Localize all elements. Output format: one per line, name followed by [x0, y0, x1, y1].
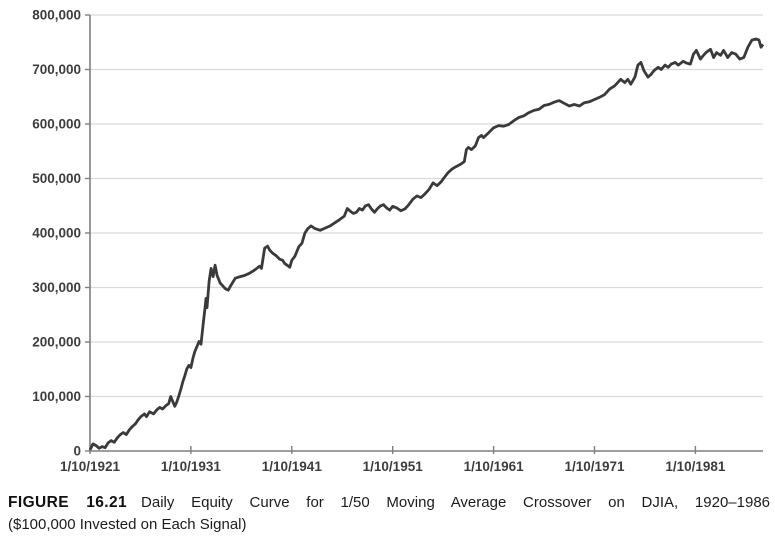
x-axis-label: 1/10/1981: [665, 459, 726, 474]
figure-caption-subtext: ($100,000 Invested on Each Signal): [8, 515, 247, 533]
x-axis-label: 1/10/1951: [363, 459, 424, 474]
y-axis-label: 400,000: [32, 226, 81, 241]
figure-caption-label: FIGURE 16.21: [8, 494, 128, 511]
y-axis-label: 600,000: [32, 117, 81, 132]
figure-caption: FIGURE 16.21 Daily Equity Curve for 1/50 …: [8, 492, 770, 535]
x-axis-label: 1/10/1921: [60, 459, 121, 474]
y-axis-label: 0: [73, 444, 81, 459]
x-axis-label: 1/10/1961: [464, 459, 525, 474]
figure-caption-text: Daily Equity Curve for 1/50 Moving Avera…: [141, 494, 771, 511]
equity-curve-line: [88, 37, 765, 451]
y-axis-label: 200,000: [32, 335, 81, 350]
y-axis-label: 100,000: [32, 389, 81, 404]
x-axis-label: 1/10/1971: [564, 459, 625, 474]
y-axis-label: 700,000: [32, 62, 81, 77]
y-axis-label: 300,000: [32, 280, 81, 295]
y-axis-label: 500,000: [32, 171, 81, 186]
equity-curve-chart: 0 100,000 200,000 300,000 400,000 500,000 600,…: [32, 8, 765, 474]
chart-canvas: 0 100,000 200,000 300,000 400,000 500,000 600,…: [32, 8, 765, 474]
x-axis-label: 1/10/1941: [262, 459, 323, 474]
y-axis-label: 800,000: [32, 8, 81, 23]
x-axis-label: 1/10/1931: [161, 459, 222, 474]
